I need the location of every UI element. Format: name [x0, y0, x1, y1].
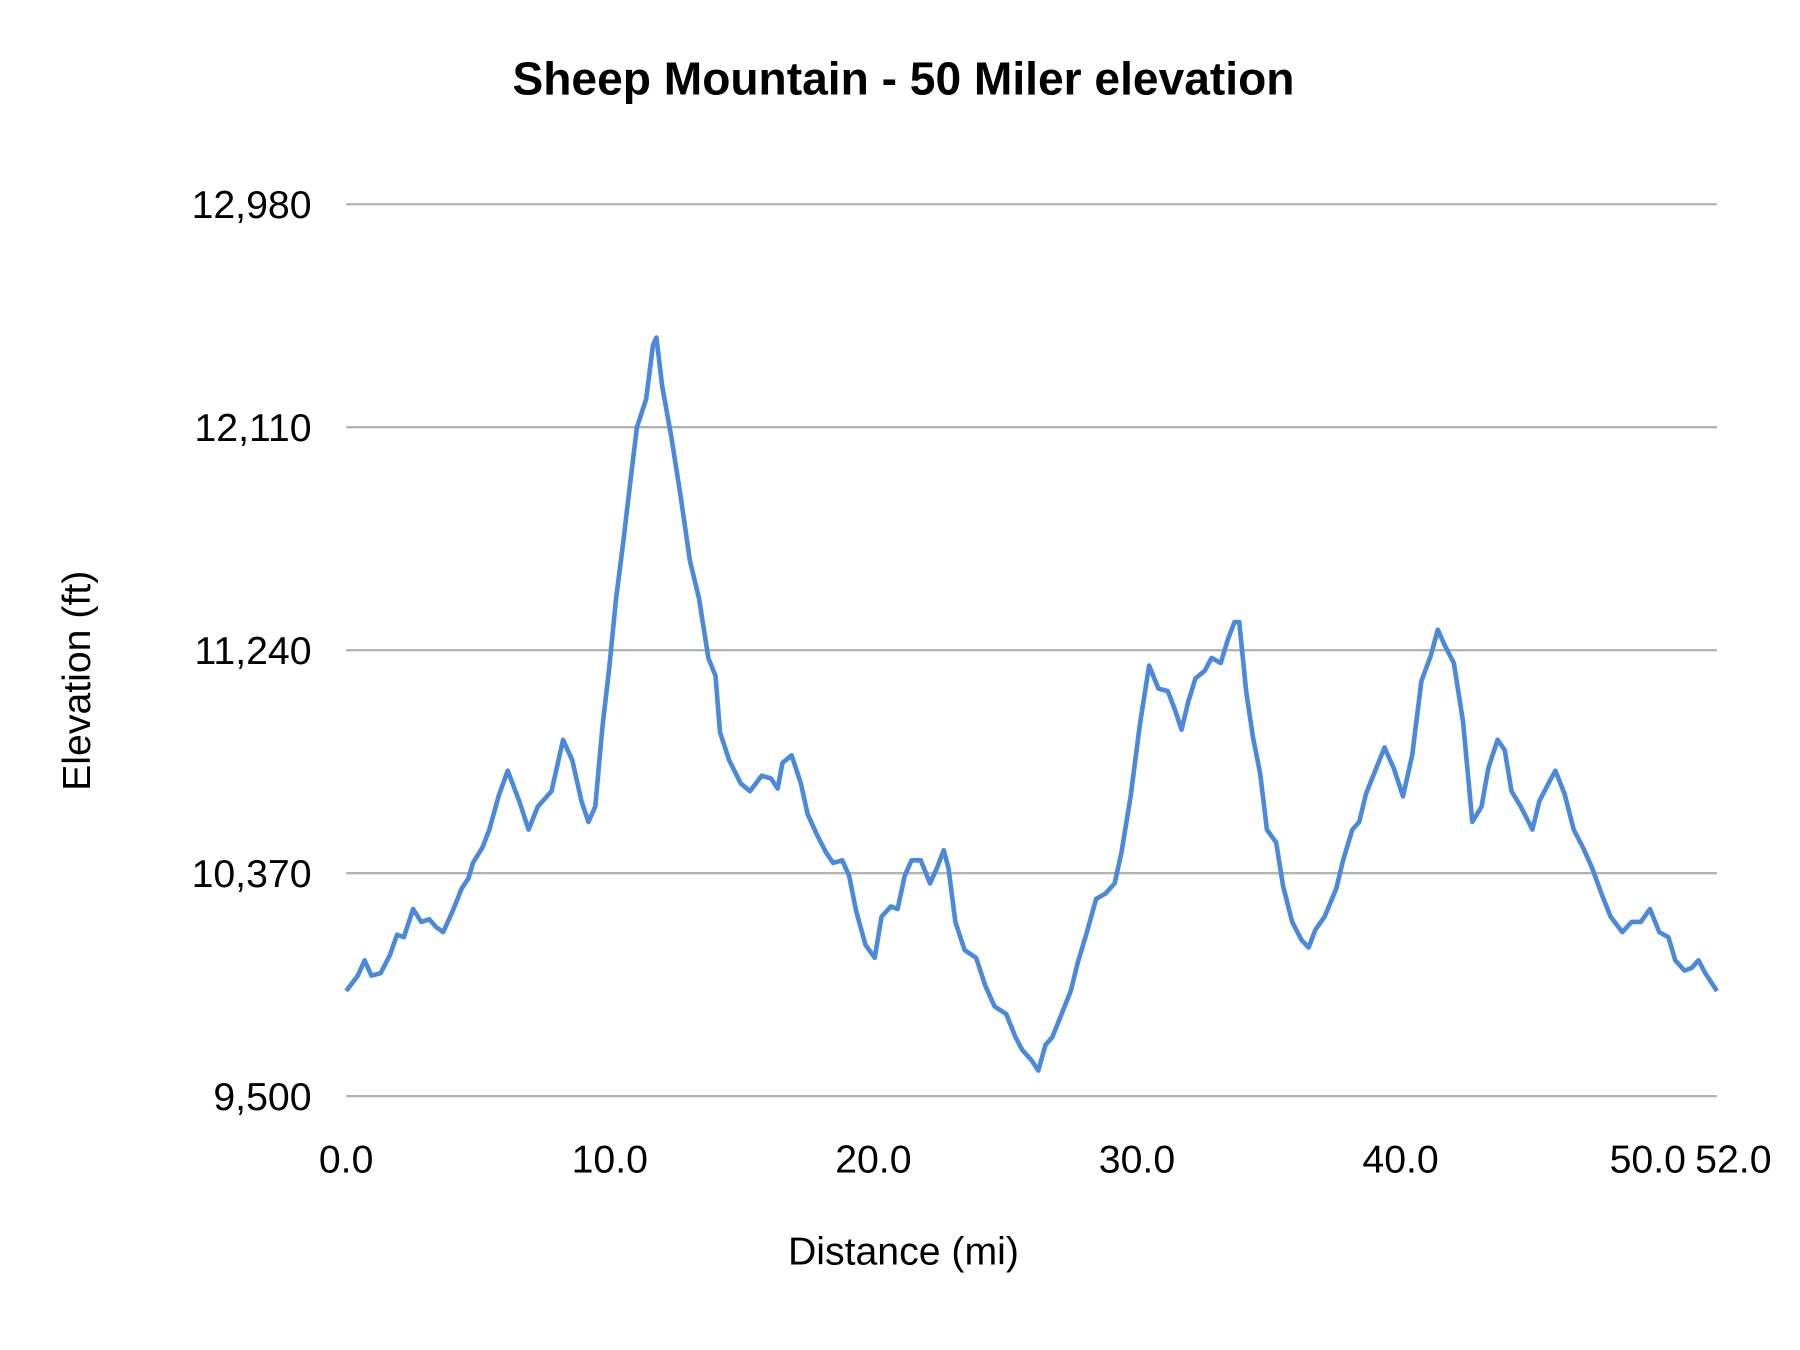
y-tick-label: 12,110	[194, 406, 311, 450]
elevation-line	[344, 335, 1719, 1073]
y-axis-label: Elevation (ft)	[55, 571, 99, 791]
y-axis-ticks: 9,500 10,370 11,240 12,110 12,980	[192, 183, 312, 1119]
y-tick-label: 11,240	[194, 629, 311, 673]
x-axis-label: Distance (mi)	[788, 1230, 1019, 1274]
x-tick-label: 50.0	[1610, 1137, 1686, 1181]
x-tick-label: 30.0	[1099, 1137, 1175, 1181]
chart-title: Sheep Mountain - 50 Miler elevation	[512, 53, 1294, 105]
gridlines	[346, 203, 1717, 1098]
y-tick-label: 9,500	[213, 1075, 311, 1119]
x-tick-label: 10.0	[572, 1137, 648, 1181]
x-tick-label: 20.0	[835, 1137, 911, 1181]
y-tick-label: 10,370	[192, 852, 312, 896]
y-tick-label: 12,980	[192, 183, 312, 227]
x-tick-label: 52.0	[1695, 1137, 1771, 1181]
x-axis-ticks: 0.0 10.0 20.0 30.0 40.0 50.0 52.0	[319, 1137, 1772, 1181]
x-tick-label: 0.0	[319, 1137, 374, 1181]
x-tick-label: 40.0	[1362, 1137, 1438, 1181]
